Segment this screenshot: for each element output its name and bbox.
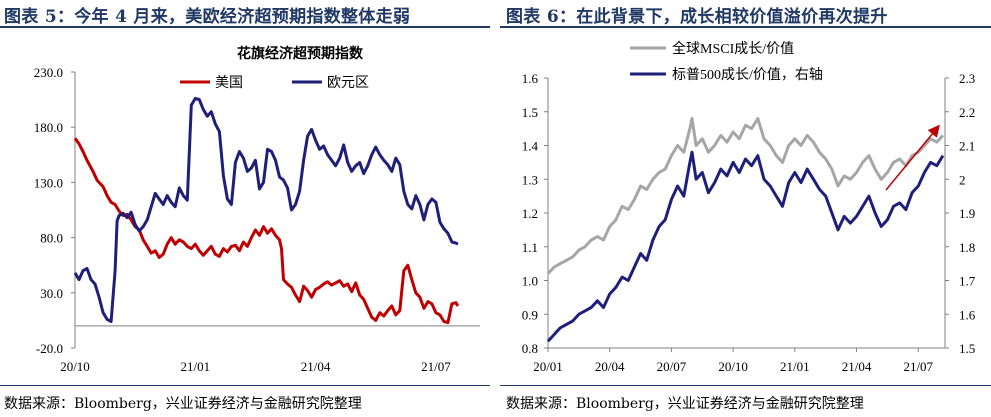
left-y-tick-label: 1.2: [522, 206, 538, 221]
x-tick-label: 20/01: [533, 359, 563, 374]
chart-panel-growth-value: 1.6 1.5 1.4 1.3 1.2 1.1 1.0 0.9 0.8 2.3 2.2 2.1 2 1.9…: [522, 40, 976, 374]
series-line-euro-area: [73, 97, 459, 323]
right-y-tick-label: 2.2: [959, 105, 975, 120]
left-y-tick-label: 1.4: [522, 139, 539, 154]
left-y-tick-label: 0.9: [522, 307, 538, 322]
y-tick-label: 30.0: [40, 286, 63, 301]
right-y-tick-label: 2: [959, 172, 966, 187]
x-tick-label: 20/07: [657, 359, 687, 374]
x-tick-label: 21/01: [180, 359, 210, 374]
right-y-tick-label: 1.9: [959, 206, 975, 221]
y-tick-label: 130.0: [34, 175, 63, 190]
y-tick-label: 80.0: [40, 231, 63, 246]
right-y-tick-label: 2.1: [959, 139, 975, 154]
figure-6-source: 数据来源：Bloomberg，兴业证券经济与金融研究院整理: [506, 396, 864, 412]
legend-label: 全球MSCI成长/价值: [672, 40, 794, 57]
legend-label: 标普500成长/价值，右轴: [672, 67, 823, 83]
series-line-us: [73, 137, 460, 325]
figure-5-source: 数据来源：Bloomberg，兴业证券经济与金融研究院整理: [4, 396, 362, 412]
left-y-tick-label: 1.0: [522, 274, 538, 289]
figure-6-title-rule: [500, 26, 991, 28]
figure-5-title: 图表 5：今年 4 月来，美欧经济超预期指数整体走弱: [4, 7, 411, 27]
x-tick-label: 21/04: [842, 359, 872, 374]
x-tick-label: 21/07: [421, 359, 451, 374]
series-line-sp500-growth-value: [546, 150, 945, 343]
x-tick-label: 20/10: [718, 359, 748, 374]
series-line-msci-growth-value: [546, 117, 945, 275]
y-tick-label: 230.0: [34, 65, 63, 80]
right-y-tick-label: 1.7: [959, 274, 976, 289]
left-y-tick-label: 1.1: [522, 240, 538, 255]
y-tick-label: -20.0: [36, 341, 63, 356]
x-tick-label: 20/04: [595, 359, 625, 374]
legend-label: 欧元区: [327, 75, 369, 91]
figure-5-bottom-rule: [0, 385, 490, 386]
left-y-tick-label: 1.3: [522, 172, 538, 187]
right-y-tick-label: 1.5: [959, 341, 975, 356]
right-y-tick-label: 1.6: [959, 307, 976, 322]
legend-label: 美国: [215, 75, 243, 91]
x-tick-label: 21/01: [780, 359, 810, 374]
chart-title: 花旗经济超预期指数: [237, 45, 364, 62]
chart-panel-citi-surprise: 花旗经济超预期指数 230.0 180.0 130.0 80.0 30.0 -20.0 20/…: [34, 45, 480, 374]
y-tick-label: 180.0: [34, 120, 63, 135]
figure-6-bottom-rule: [500, 385, 991, 386]
x-tick-label: 21/07: [903, 359, 933, 374]
figure-6-title: 图表 6：在此背景下，成长相较价值溢价再次提升: [506, 7, 888, 27]
figure-5-title-rule: [0, 26, 490, 28]
right-y-tick-label: 2.3: [959, 71, 975, 86]
left-y-tick-label: 0.8: [522, 341, 538, 356]
x-tick-label: 21/04: [301, 359, 331, 374]
left-y-tick-label: 1.5: [522, 105, 538, 120]
trend-arrow: [885, 124, 940, 191]
right-y-tick-label: 1.8: [959, 240, 975, 255]
x-tick-label: 20/10: [60, 359, 90, 374]
left-y-tick-label: 1.6: [522, 71, 539, 86]
